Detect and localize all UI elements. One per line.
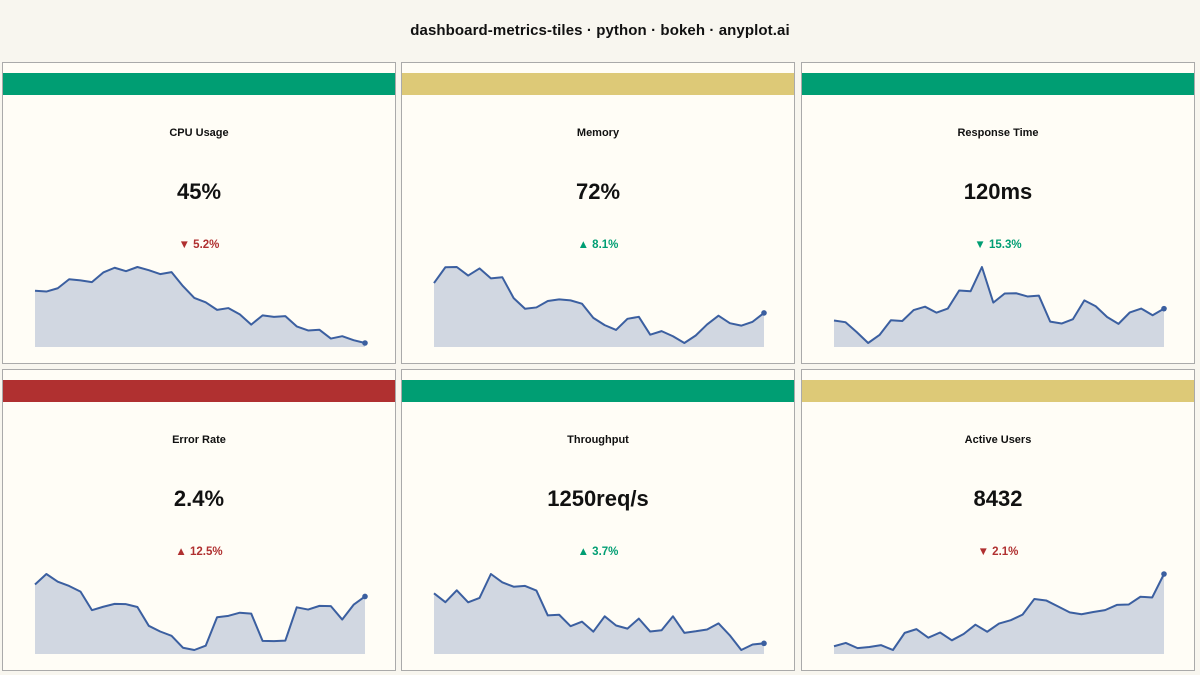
sparkline-last-point	[761, 310, 767, 316]
sparkline-chart	[34, 266, 368, 347]
metric-name: Active Users	[964, 434, 1032, 446]
sparkline-chart	[433, 573, 767, 654]
status-bar	[3, 73, 395, 95]
metric-change: ▼ 5.2%	[178, 239, 220, 251]
metric-name: Response Time	[957, 127, 1039, 139]
metric-tile-throughput: Throughput 1250req/s ▲ 3.7%	[401, 369, 795, 671]
metric-value: 72%	[575, 179, 621, 204]
metric-value: 45%	[176, 179, 222, 204]
metric-value: 120ms	[963, 179, 1033, 204]
metric-name: Error Rate	[172, 434, 226, 446]
sparkline-line	[833, 266, 1165, 344]
sparkline-line	[433, 266, 765, 344]
status-bar	[802, 380, 1194, 402]
metric-change: ▲ 8.1%	[577, 239, 619, 251]
sparkline-line	[34, 266, 366, 344]
sparkline-last-point	[1161, 305, 1167, 312]
sparkline-last-point	[761, 640, 767, 647]
metric-change: ▲ 3.7%	[577, 546, 619, 558]
sparkline-area	[35, 574, 365, 654]
metric-tile-memory: Memory 72% ▲ 8.1%	[401, 62, 795, 364]
status-bar	[402, 380, 794, 402]
sparkline-chart	[833, 266, 1167, 347]
sparkline-line	[833, 573, 1165, 651]
sparkline-chart	[34, 573, 368, 654]
metric-change: ▲ 12.5%	[175, 546, 223, 558]
metric-name: Throughput	[567, 434, 629, 446]
metric-name: Memory	[576, 127, 620, 139]
status-bar	[802, 73, 1194, 95]
page-title: dashboard-metrics-tiles · python · bokeh…	[410, 21, 790, 39]
metric-change: ▼ 2.1%	[977, 546, 1019, 558]
metric-tile-cpu-usage: CPU Usage 45% ▼ 5.2%	[2, 62, 396, 364]
sparkline-chart	[833, 571, 1167, 654]
metric-tile-active-users: Active Users 8432 ▼ 2.1%	[801, 369, 1195, 671]
sparkline-last-point	[362, 593, 368, 600]
status-bar	[3, 380, 395, 402]
metric-value: 1250req/s	[547, 486, 649, 511]
metric-change: ▼ 15.3%	[974, 239, 1022, 251]
sparkline-area	[434, 267, 764, 347]
sparkline-area	[35, 267, 365, 347]
sparkline-line	[34, 573, 366, 651]
sparkline-chart	[433, 266, 767, 347]
metric-tile-error-rate: Error Rate 2.4% ▲ 12.5%	[2, 369, 396, 671]
sparkline-area	[834, 574, 1164, 654]
metric-tile-response-time: Response Time 120ms ▼ 15.3%	[801, 62, 1195, 364]
sparkline-area	[834, 267, 1164, 347]
metric-value: 8432	[973, 486, 1023, 511]
sparkline-line	[433, 573, 765, 651]
sparkline-last-point	[1161, 571, 1167, 577]
metric-name: CPU Usage	[169, 127, 229, 139]
sparkline-area	[434, 574, 764, 654]
status-bar	[402, 73, 794, 95]
metric-value: 2.4%	[173, 486, 225, 511]
sparkline-last-point	[362, 340, 368, 346]
